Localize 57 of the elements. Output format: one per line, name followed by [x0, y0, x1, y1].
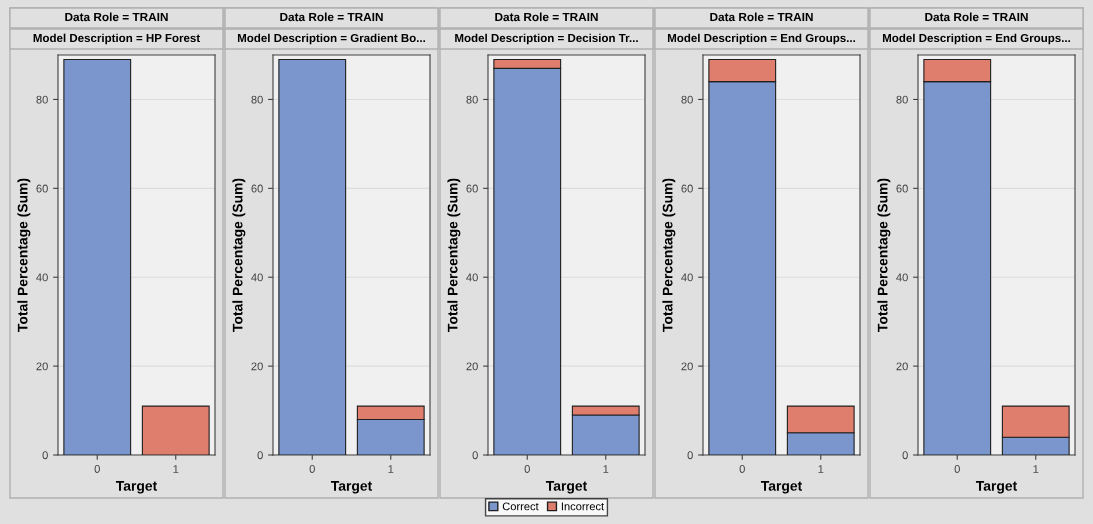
chart-title: Data Role = TRAIN: [280, 12, 383, 22]
y-tick-label: 20: [896, 362, 908, 371]
x-tick-label: 1: [818, 465, 824, 473]
chart-title: Data Role = TRAIN: [65, 12, 168, 22]
y-axis-title: Total Percentage (Sum): [662, 178, 676, 332]
y-tick-label: 60: [896, 184, 908, 193]
y-tick-label: 0: [687, 451, 693, 460]
y-tick-label: 0: [42, 451, 48, 460]
y-axis-title: Total Percentage (Sum): [17, 178, 31, 332]
x-axis-title: Target: [330, 481, 373, 494]
y-tick-label: 80: [681, 95, 693, 104]
y-tick-label: 40: [896, 273, 908, 282]
chart-title: Data Role = TRAIN: [925, 12, 1028, 22]
y-axis-title: Total Percentage (Sum): [232, 178, 246, 332]
x-tick-label: 0: [524, 465, 530, 473]
y-tick-label: 60: [251, 184, 263, 193]
x-tick-label: 0: [94, 465, 100, 473]
x-tick-label: 0: [309, 465, 315, 473]
y-axis-title: Total Percentage (Sum): [447, 178, 461, 332]
x-tick-label: 0: [954, 465, 960, 473]
y-tick-label: 0: [472, 451, 478, 460]
y-tick-label: 20: [681, 362, 693, 371]
y-tick-label: 60: [466, 184, 478, 193]
x-axis-title: Target: [115, 481, 158, 494]
x-tick-label: 1: [603, 465, 609, 473]
chart-subtitle: Model Description = Gradient Bo...: [237, 33, 426, 45]
x-tick-label: 1: [1033, 465, 1039, 473]
x-tick-label: 1: [388, 465, 394, 473]
y-tick-label: 40: [36, 273, 48, 282]
chart-subtitle: Model Description = HP Forest: [33, 33, 201, 45]
legend-label: Incorrect: [561, 502, 605, 511]
legend-label: Correct: [502, 502, 539, 511]
y-tick-label: 20: [36, 362, 48, 371]
chart-subtitle: Model Description = End Groups...: [882, 33, 1071, 45]
x-axis-title: Target: [760, 481, 803, 494]
chart-subtitle: Model Description = Decision Tr...: [455, 33, 638, 45]
y-tick-label: 40: [466, 273, 478, 282]
y-tick-label: 60: [681, 184, 693, 193]
y-tick-label: 80: [36, 95, 48, 104]
x-axis-title: Target: [545, 481, 588, 494]
y-tick-label: 80: [466, 95, 478, 104]
y-tick-label: 80: [896, 95, 908, 104]
chart-subtitle: Model Description = End Groups...: [667, 33, 856, 45]
y-tick-label: 20: [251, 362, 263, 371]
chart-title: Data Role = TRAIN: [710, 12, 813, 22]
y-axis-title: Total Percentage (Sum): [877, 178, 891, 332]
x-axis-title: Target: [975, 481, 1018, 494]
y-tick-label: 60: [36, 184, 48, 193]
y-tick-label: 40: [251, 273, 263, 282]
y-tick-label: 0: [257, 451, 263, 460]
y-tick-label: 40: [681, 273, 693, 282]
x-tick-label: 0: [739, 465, 745, 473]
x-tick-label: 1: [173, 465, 179, 473]
y-tick-label: 80: [251, 95, 263, 104]
y-tick-label: 0: [902, 451, 908, 460]
y-tick-label: 20: [466, 362, 478, 371]
chart-title: Data Role = TRAIN: [495, 12, 598, 22]
